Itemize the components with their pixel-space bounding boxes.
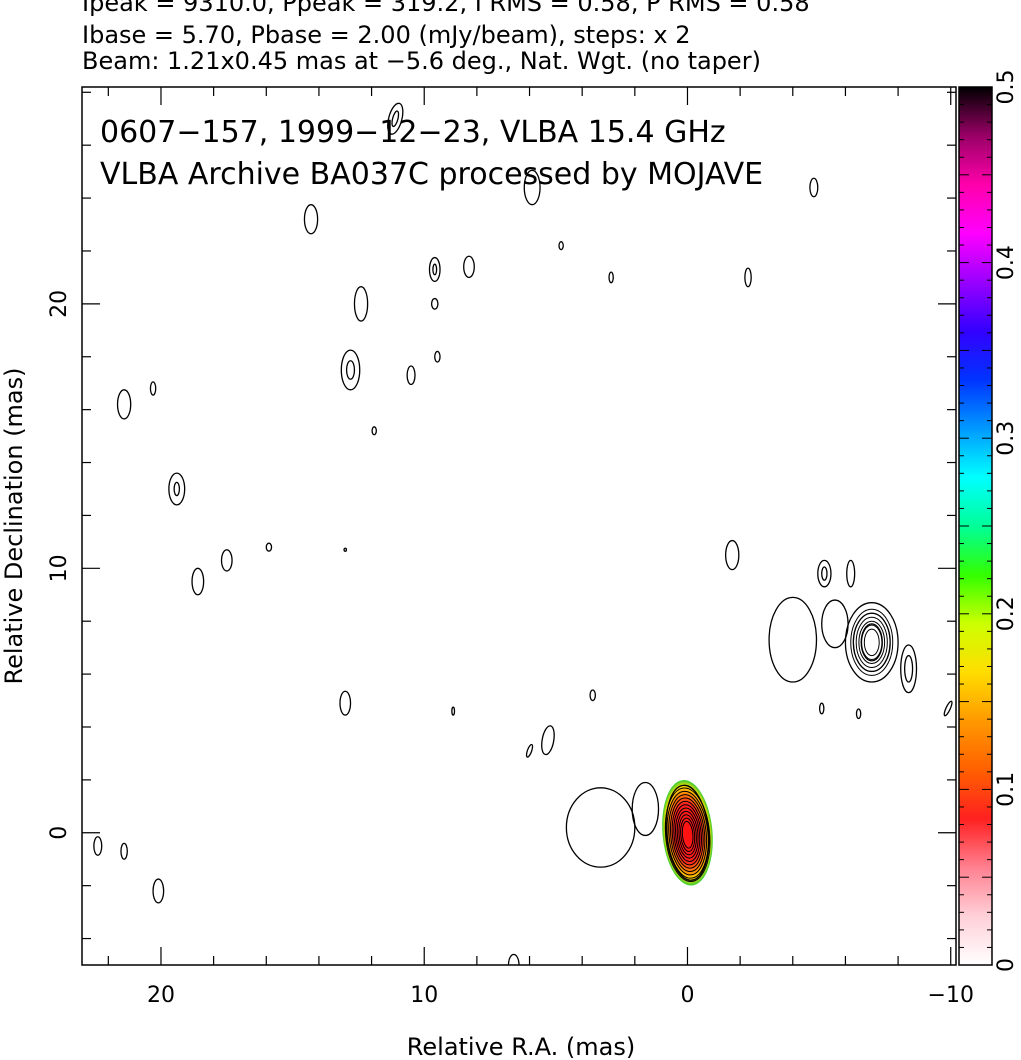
core-contour [664, 787, 711, 883]
contour [116, 389, 132, 420]
y-tick-label: 0 [47, 826, 72, 840]
contour [340, 349, 361, 391]
contour [451, 706, 456, 716]
colorbar-tick-label: 0.2 [994, 596, 1019, 631]
contour [120, 842, 128, 860]
contour [430, 297, 439, 310]
contour [345, 360, 356, 380]
x-axis-label: Relative R.A. (mas) [407, 1033, 635, 1060]
contour [558, 241, 564, 251]
contour [821, 566, 828, 581]
contour [852, 612, 891, 673]
contour [608, 271, 614, 284]
x-tick-label: 10 [410, 983, 438, 1008]
contour [220, 549, 233, 572]
contour [303, 204, 319, 235]
core-contour [671, 800, 704, 869]
contour [904, 654, 914, 683]
contour [371, 426, 377, 436]
core-contour [669, 797, 706, 873]
x-tick-label: −10 [928, 983, 974, 1008]
contour [565, 787, 636, 868]
contour [725, 539, 740, 571]
colorbar-tick-label: 0.3 [994, 421, 1019, 456]
core-contour [678, 814, 697, 856]
contour [93, 836, 103, 856]
contour [900, 644, 918, 694]
core-contour [673, 804, 702, 866]
core-contour [675, 807, 701, 862]
contour [152, 878, 165, 904]
jet-contour [858, 620, 886, 665]
header-line: Ibase = 5.70, Pbase = 2.00 (mJy/beam), s… [82, 21, 691, 49]
contour [339, 690, 352, 716]
core-contour [666, 790, 709, 879]
jet-contour [855, 616, 888, 668]
core-contour [680, 817, 696, 852]
x-tick-label: 20 [147, 983, 175, 1008]
contour [809, 177, 819, 198]
contour [191, 567, 205, 596]
contour [463, 255, 475, 279]
y-tick-label: 10 [47, 554, 72, 582]
core-contour [668, 794, 708, 876]
contour [860, 623, 883, 662]
plot-frame [81, 86, 957, 966]
header-line: Beam: 1.21x0.45 mas at −5.6 deg., Nat. W… [82, 47, 761, 75]
contour [391, 110, 400, 128]
contour [173, 481, 181, 497]
contour [821, 599, 849, 649]
contour [434, 350, 441, 363]
header-line: Ipeak = 9310.0, Ppeak = 319.2, I RMS = 0… [82, 0, 810, 17]
contour [525, 743, 534, 758]
contour [406, 365, 416, 386]
contour [844, 602, 899, 683]
contour [507, 953, 520, 965]
contour [428, 256, 441, 283]
contour [541, 725, 555, 756]
core-contour [681, 820, 694, 849]
contour [744, 267, 752, 288]
jet-contour [850, 608, 894, 676]
colorbar-tick-label: 0.5 [994, 70, 1019, 105]
core-contour [676, 810, 699, 859]
contour [846, 559, 856, 588]
colorbar-tick-label: 0 [994, 958, 1019, 972]
contour [589, 689, 596, 702]
contour [631, 781, 660, 837]
x-tick-label: 0 [680, 983, 694, 1008]
contour [943, 700, 953, 717]
title-annotation: 0607−157, 1999−12−23, VLBA 15.4 GHz [100, 115, 726, 150]
contour [817, 559, 832, 588]
contour [432, 263, 438, 276]
y-axis-label: Relative Declination (mas) [0, 367, 28, 684]
contour [855, 708, 862, 720]
y-tick-label: 20 [47, 290, 72, 318]
contour [149, 381, 157, 396]
contour [353, 286, 369, 322]
contour [665, 784, 710, 881]
contour [265, 542, 273, 552]
contour [818, 702, 825, 715]
contour [168, 472, 186, 506]
subtitle-annotation: VLBA Archive BA037C processed by MOJAVE [100, 157, 763, 192]
colorbar-tick-label: 0.4 [994, 245, 1019, 280]
contour [343, 547, 348, 552]
colorbar-tick-label: 0.1 [994, 772, 1019, 807]
contour [387, 102, 404, 135]
jet-contour [863, 628, 880, 657]
contour [768, 596, 818, 683]
contour [523, 169, 541, 206]
